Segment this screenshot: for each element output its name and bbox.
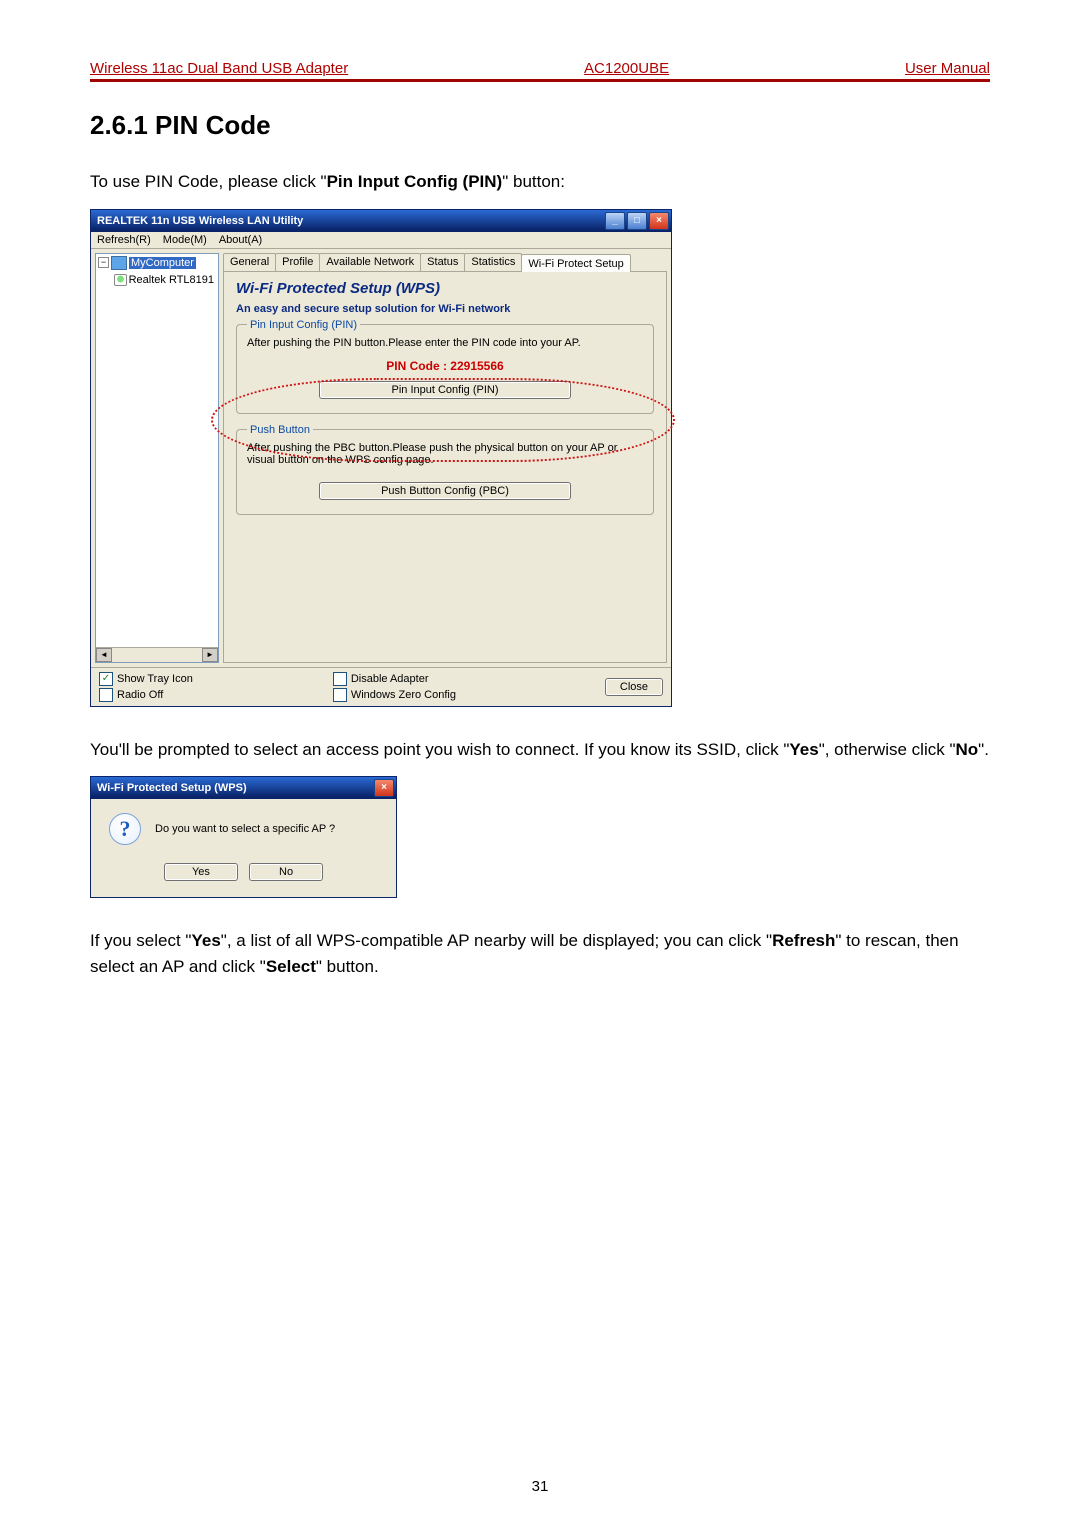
radio-off-label: Radio Off [117,689,163,701]
minimize-button[interactable]: _ [605,212,625,230]
p2-b: ", otherwise click " [819,740,956,759]
pbc-fieldset: Push Button After pushing the PBC button… [236,424,654,515]
app-body: − MyComputer Realtek RTL8191 ◄ ► [91,248,671,667]
header-right: User Manual [905,60,990,77]
close-button[interactable]: Close [605,678,663,696]
windows-zero-checkbox[interactable]: Windows Zero Config [333,688,456,702]
page-header: Wireless 11ac Dual Band USB Adapter AC12… [90,60,990,79]
windows-zero-label: Windows Zero Config [351,689,456,701]
dialog-body: ? Do you want to select a specific AP ? … [91,799,396,897]
radio-off-checkbox[interactable]: Radio Off [99,688,193,702]
intro-paragraph: To use PIN Code, please click "Pin Input… [90,169,990,195]
p3-refresh: Refresh [772,931,835,950]
pin-legend: Pin Input Config (PIN) [247,319,360,331]
dialog-message: Do you want to select a specific AP ? [155,823,335,835]
document-page: Wireless 11ac Dual Band USB Adapter AC12… [0,0,1080,1527]
pin-fieldset: Pin Input Config (PIN) After pushing the… [236,319,654,414]
disable-adapter-checkbox[interactable]: Disable Adapter [333,672,456,686]
checkbox-icon [99,688,113,702]
tree-root-label: MyComputer [129,257,196,269]
tree-pane: − MyComputer Realtek RTL8191 ◄ ► [95,253,219,663]
checkbox-icon [333,688,347,702]
dialog-yes-button[interactable]: Yes [164,863,238,881]
p3-select: Select [266,957,316,976]
checkbox-checked-icon: ✓ [99,672,113,686]
tab-strip: General Profile Available Network Status… [223,253,667,271]
menu-mode[interactable]: Mode(M) [163,234,207,246]
window-title: REALTEK 11n USB Wireless LAN Utility [97,215,303,227]
p3-a: If you select " [90,931,191,950]
pin-code-value: PIN Code : 22915566 [247,359,643,373]
pbc-legend: Push Button [247,424,313,436]
intro-bold: Pin Input Config (PIN) [327,172,503,191]
dialog-close-button[interactable]: × [374,779,394,797]
pbc-desc: After pushing the PBC button.Please push… [247,442,643,466]
page-number: 31 [0,1478,1080,1495]
menubar: Refresh(R) Mode(M) About(A) [91,232,671,248]
show-tray-label: Show Tray Icon [117,673,193,685]
tree-root[interactable]: − MyComputer [96,254,218,272]
wps-heading: Wi-Fi Protected Setup (WPS) [236,280,654,297]
close-window-button[interactable]: × [649,212,669,230]
dialog-titlebar: Wi-Fi Protected Setup (WPS) × [91,777,396,799]
app-window: REALTEK 11n USB Wireless LAN Utility _ □… [90,209,672,707]
window-buttons: _ □ × [605,212,669,230]
right-pane: General Profile Available Network Status… [223,253,667,663]
tree-child[interactable]: Realtek RTL8191 [96,272,218,288]
intro-text-b: " button: [502,172,565,191]
push-button-config-button[interactable]: Push Button Config (PBC) [319,482,571,500]
wps-subheading: An easy and secure setup solution for Wi… [236,303,654,315]
bottom-bar: ✓ Show Tray Icon Radio Off Disable Adapt… [91,667,671,706]
tab-status[interactable]: Status [420,253,465,271]
tab-profile[interactable]: Profile [275,253,320,271]
titlebar: REALTEK 11n USB Wireless LAN Utility _ □… [91,210,671,232]
tab-content: Wi-Fi Protected Setup (WPS) An easy and … [223,271,667,663]
p3-d: " button. [316,957,379,976]
pin-input-config-button[interactable]: Pin Input Config (PIN) [319,381,571,399]
computer-icon [111,256,127,270]
tab-statistics[interactable]: Statistics [464,253,522,271]
tree-child-label: Realtek RTL8191 [129,274,214,286]
checkbox-icon [333,672,347,686]
intro-text-a: To use PIN Code, please click " [90,172,327,191]
scroll-left-icon[interactable]: ◄ [96,648,112,662]
tree-expander-icon[interactable]: − [98,257,109,268]
p2-c: ". [978,740,989,759]
section-heading: 2.6.1 PIN Code [90,110,990,141]
menu-about[interactable]: About(A) [219,234,262,246]
question-icon: ? [109,813,141,845]
tab-general[interactable]: General [223,253,276,271]
maximize-button[interactable]: □ [627,212,647,230]
tab-available-network[interactable]: Available Network [319,253,421,271]
wps-dialog: Wi-Fi Protected Setup (WPS) × ? Do you w… [90,776,397,898]
disable-adapter-label: Disable Adapter [351,673,429,685]
p2-yes: Yes [789,740,818,759]
p2-no: No [955,740,978,759]
menu-refresh[interactable]: Refresh(R) [97,234,151,246]
tree-scrollbar[interactable]: ◄ ► [96,647,218,662]
scroll-right-icon[interactable]: ► [202,648,218,662]
header-rule [90,79,990,82]
tab-wps[interactable]: Wi-Fi Protect Setup [521,254,630,272]
p3-b: ", a list of all WPS-compatible AP nearb… [221,931,772,950]
paragraph-3: If you select "Yes", a list of all WPS-c… [90,928,990,979]
dialog-no-button[interactable]: No [249,863,323,881]
app-body-wrap: − MyComputer Realtek RTL8191 ◄ ► [91,248,671,706]
header-center: AC1200UBE [584,60,669,77]
pin-desc: After pushing the PIN button.Please ente… [247,337,643,349]
p2-a: You'll be prompted to select an access p… [90,740,789,759]
paragraph-2: You'll be prompted to select an access p… [90,737,990,763]
adapter-icon [114,274,127,286]
show-tray-checkbox[interactable]: ✓ Show Tray Icon [99,672,193,686]
p3-yes: Yes [191,931,220,950]
dialog-title: Wi-Fi Protected Setup (WPS) [97,782,247,794]
header-left: Wireless 11ac Dual Band USB Adapter [90,60,348,77]
